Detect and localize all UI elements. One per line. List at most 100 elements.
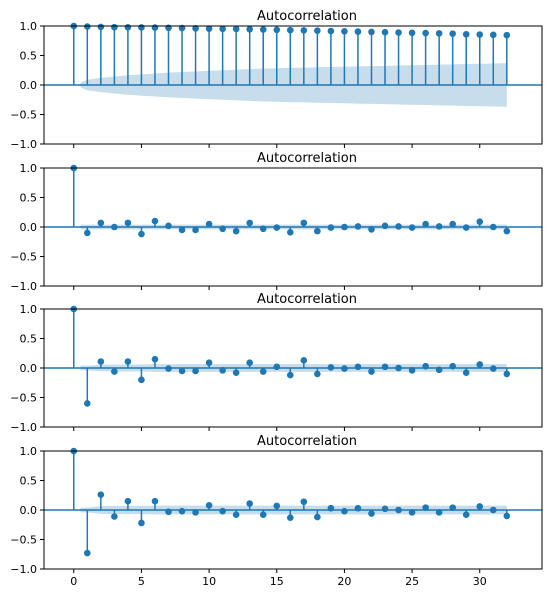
acf-point xyxy=(246,359,253,366)
acf-point xyxy=(111,513,118,520)
y-tick-label: −1.0 xyxy=(10,138,37,151)
acf-point xyxy=(111,368,118,375)
acf-point xyxy=(192,226,199,234)
acf-point xyxy=(314,27,321,35)
acf-point xyxy=(422,220,429,228)
y-tick-label: 1.0 xyxy=(20,303,38,316)
acf-point xyxy=(395,223,402,230)
x-tick-label: 5 xyxy=(138,575,145,588)
x-tick-label: 15 xyxy=(270,575,284,588)
acf-point xyxy=(476,31,484,38)
acf-point xyxy=(489,223,497,231)
acf-point xyxy=(327,364,335,371)
acf-point xyxy=(489,506,497,514)
y-tick-label: 1.0 xyxy=(20,445,38,458)
acf-point xyxy=(192,367,199,375)
acf-point xyxy=(422,362,429,370)
acf-point xyxy=(165,508,172,516)
acf-point xyxy=(368,226,375,233)
y-tick-label: −0.5 xyxy=(10,534,37,547)
acf-point xyxy=(286,371,294,379)
acf-point xyxy=(422,29,429,37)
acf-point xyxy=(368,368,375,375)
acf-point xyxy=(462,511,470,519)
acf-panel: −1.0 −0.5 0.0 0.5 1.0 Autocorrelation xyxy=(10,292,543,434)
acf-point xyxy=(381,363,389,371)
acf-point xyxy=(327,27,335,35)
acf-point xyxy=(232,227,240,235)
y-tick-label: 1.0 xyxy=(20,162,38,175)
y-tick-label: 1.0 xyxy=(20,20,38,33)
acf-point xyxy=(341,507,348,515)
acf-point xyxy=(408,224,416,231)
panels: −1.0 −0.5 0.0 0.5 1.0 Autocorrelation −1.0 −0.5… xyxy=(10,9,543,588)
acf-point xyxy=(314,227,321,235)
acf-point xyxy=(259,511,267,519)
acf-point xyxy=(219,25,226,33)
acf-point xyxy=(138,376,145,384)
acf-point xyxy=(178,507,186,515)
acf-point xyxy=(84,549,91,557)
acf-point xyxy=(286,229,294,236)
acf-point xyxy=(435,509,443,516)
acf-point xyxy=(84,400,91,407)
acf-point xyxy=(327,224,335,231)
acf-point xyxy=(151,355,159,363)
acf-point xyxy=(435,366,443,374)
acf-panel: −1.0 −0.5 0.0 0.5 1.0 0 5 10 15 20 25 30 Autocorrela… xyxy=(10,434,543,588)
acf-point xyxy=(124,497,132,505)
acf-point xyxy=(327,504,335,512)
acf-point xyxy=(178,226,186,234)
acf-point xyxy=(354,223,362,230)
y-tick-label: −1.0 xyxy=(10,421,37,434)
acf-point xyxy=(341,365,348,372)
acf-point xyxy=(341,28,348,35)
acf-point xyxy=(476,503,484,510)
acf-point xyxy=(232,369,240,377)
acf-point xyxy=(368,510,375,517)
y-tick-label: 0.0 xyxy=(20,79,38,92)
acf-point xyxy=(111,223,118,231)
acf-point xyxy=(259,225,267,233)
acf-point xyxy=(205,25,213,32)
acf-point xyxy=(476,361,484,368)
acf-point xyxy=(205,501,213,509)
acf-point xyxy=(219,225,226,233)
acf-point xyxy=(435,223,443,230)
acf-point xyxy=(273,26,281,34)
acf-point xyxy=(286,514,294,521)
acf-point xyxy=(138,230,145,238)
acf-point xyxy=(395,29,402,36)
acf-point xyxy=(368,28,375,36)
y-tick-label: 0.5 xyxy=(20,333,38,346)
acf-point xyxy=(151,497,159,505)
acf-point xyxy=(97,358,105,365)
acf-point xyxy=(449,504,456,511)
acf-point xyxy=(124,219,132,227)
x-tick-label: 0 xyxy=(70,575,77,588)
acf-point xyxy=(300,498,308,506)
acf-point xyxy=(232,25,240,33)
acf-point xyxy=(246,500,253,507)
acf-point xyxy=(314,370,321,378)
y-tick-label: −0.5 xyxy=(10,251,37,264)
acf-point xyxy=(408,509,416,516)
x-tick-label: 20 xyxy=(337,575,351,588)
y-tick-label: 0.0 xyxy=(20,362,38,375)
acf-point xyxy=(246,219,253,227)
acf-panel: −1.0 −0.5 0.0 0.5 1.0 Autocorrelation xyxy=(10,151,543,293)
y-tick-label: 0.0 xyxy=(20,221,38,234)
acf-point xyxy=(205,359,213,366)
acf-point xyxy=(165,24,172,32)
acf-point xyxy=(408,29,416,37)
acf-point xyxy=(503,512,511,520)
acf-point xyxy=(381,505,389,513)
acf-point xyxy=(273,502,281,510)
acf-point xyxy=(354,363,362,371)
y-tick-label: −0.5 xyxy=(10,392,37,405)
acf-point xyxy=(300,357,308,364)
acf-point xyxy=(151,24,159,31)
acf-point xyxy=(476,218,484,225)
y-tick-label: 0.5 xyxy=(20,475,38,488)
